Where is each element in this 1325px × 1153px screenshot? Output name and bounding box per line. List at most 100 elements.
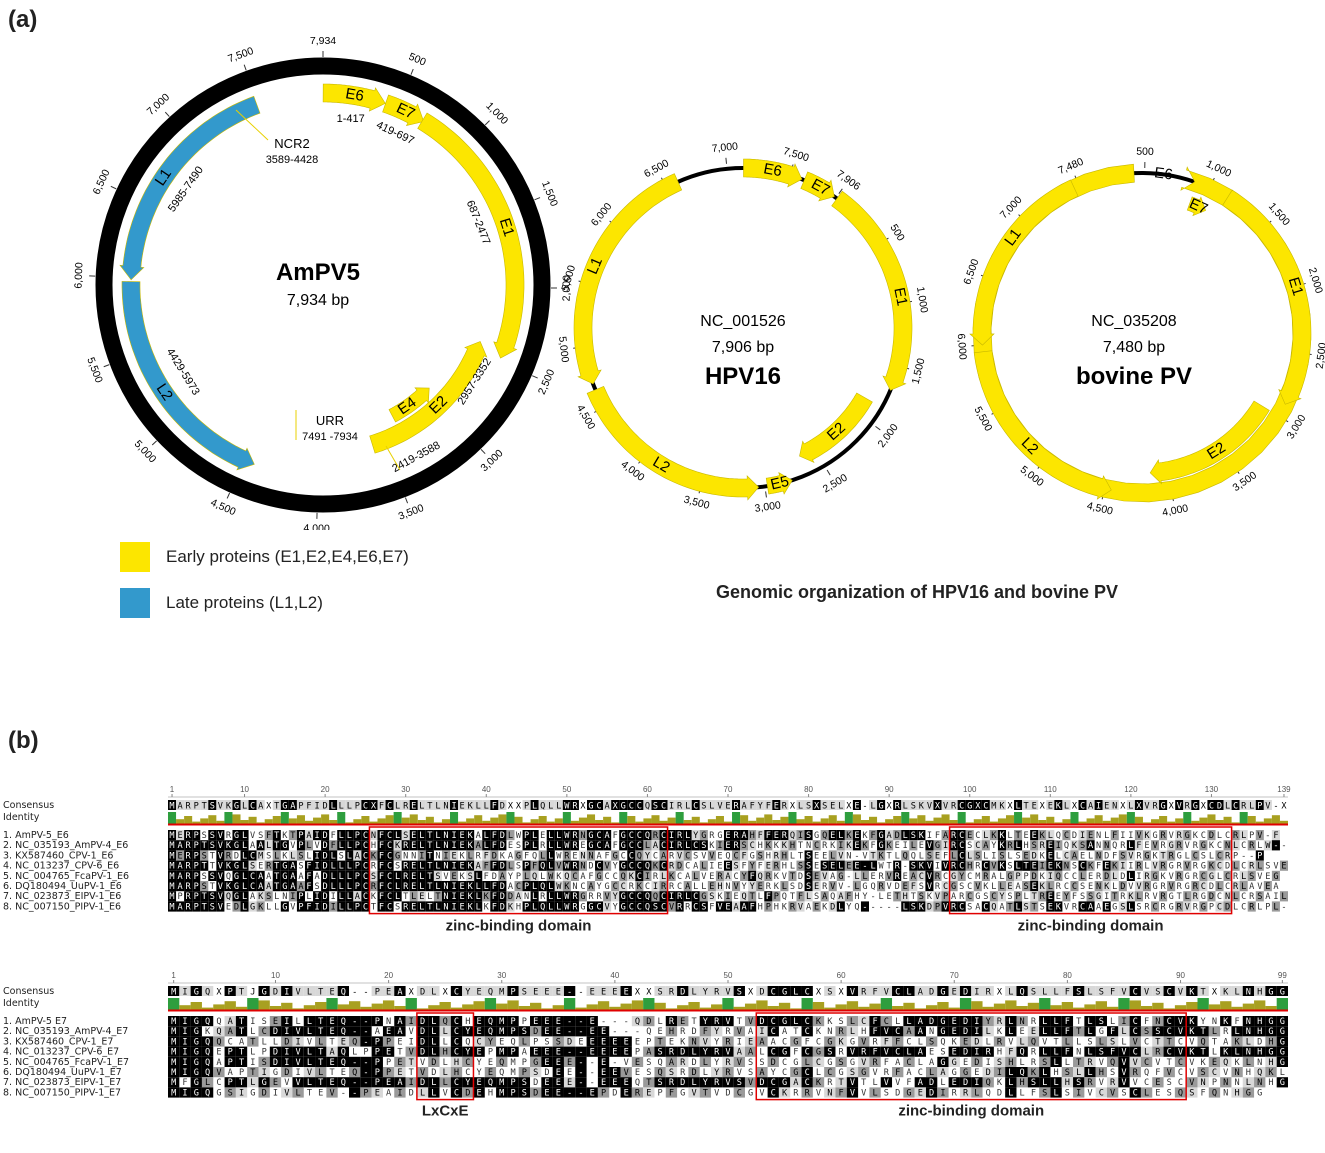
e7-row-char: S xyxy=(839,1017,844,1027)
e7-row-char: G xyxy=(839,1068,844,1078)
e7-row-char: A xyxy=(771,1037,777,1047)
e7-row-cell xyxy=(1163,1026,1175,1037)
e6-consensus-cell xyxy=(941,800,950,810)
e6-row-cell xyxy=(232,891,241,902)
ampv5-tick xyxy=(103,364,110,368)
e6-row-char: Y xyxy=(742,872,748,882)
e6-row-cell xyxy=(788,870,797,881)
e7-row-char: R xyxy=(1087,1058,1093,1068)
e6-row-char: - xyxy=(1273,841,1278,851)
e6-identity-bar xyxy=(562,812,571,824)
e7-row-char: G xyxy=(194,1068,199,1078)
e6-ruler-label: 90 xyxy=(885,785,894,794)
e6-row-cell xyxy=(1215,860,1224,871)
e7-row-char: C xyxy=(454,1027,459,1037)
e6-row-char: E xyxy=(1048,841,1053,851)
e6-row-char: C xyxy=(967,872,972,882)
e6-row-char: C xyxy=(516,882,521,892)
e6-row-cell xyxy=(304,840,314,851)
e6-row-char: K xyxy=(1040,831,1046,841)
e6-row-char: S xyxy=(210,841,215,851)
e6-row-char: L xyxy=(862,872,867,882)
legend-early-swatch xyxy=(120,542,150,572)
e7-row-char: - xyxy=(578,1068,583,1078)
e6-row-char: M xyxy=(169,831,174,841)
e6-consensus-cell xyxy=(1086,800,1095,810)
e6-row-char: K xyxy=(774,882,780,892)
e6-row-char: G xyxy=(1169,902,1174,912)
e6-row-cell xyxy=(691,901,700,912)
e6-row-char: G xyxy=(282,902,287,912)
e6-row-char: L xyxy=(645,841,650,851)
e6-row-char: C xyxy=(1072,882,1077,892)
e7-row-char: P xyxy=(386,1037,391,1047)
e7-row-char: E xyxy=(601,1027,606,1037)
e6-row-cell xyxy=(893,830,902,841)
e6-row-char: L xyxy=(435,831,440,841)
e7-row-char: V xyxy=(1008,1037,1013,1047)
e7-consensus-cell xyxy=(609,986,621,996)
ampv5-size: 7,934 bp xyxy=(287,292,349,309)
e6-row-cell xyxy=(1199,870,1208,881)
e7-row-char: N xyxy=(691,1037,696,1047)
e6-row-char: L xyxy=(1144,862,1149,872)
e6-row-char: E xyxy=(411,841,416,851)
e7-row-char: K xyxy=(997,1027,1003,1037)
e6-row-cell xyxy=(216,840,225,851)
e7-row-cell xyxy=(1163,1016,1175,1027)
e6-row-char: A xyxy=(580,872,586,882)
e6-row-char: A xyxy=(177,862,183,872)
e6-row-cell xyxy=(538,850,547,861)
e6-row-cell xyxy=(941,840,950,851)
e7-row-char: F xyxy=(1065,1027,1070,1037)
e6-row-cell xyxy=(1054,870,1063,881)
e7-row-char: E xyxy=(601,1068,606,1078)
e6-row-char: T xyxy=(371,902,376,912)
e6-row-char: L xyxy=(556,892,561,902)
e6-row-char: P xyxy=(1249,831,1254,841)
e6-identity-bar xyxy=(804,816,813,824)
e6-row-char: S xyxy=(742,841,747,851)
e6-identity-bar xyxy=(965,822,974,824)
e7-row-char: D xyxy=(963,1017,968,1027)
e7-row-char: F xyxy=(1234,1017,1239,1027)
e6-row-char: E xyxy=(1032,862,1037,872)
e6-ruler-label: 120 xyxy=(1124,785,1138,794)
e6-row-char: L xyxy=(242,862,247,872)
e6-row-char: Y xyxy=(742,882,748,892)
e7-row-char: N xyxy=(827,1027,832,1037)
e6-row-char: L xyxy=(991,882,996,892)
e6-row-char: V xyxy=(991,862,996,872)
e7-row-char: D xyxy=(759,1017,764,1027)
e6-row-char: I xyxy=(1273,892,1278,902)
e6-row-cell xyxy=(675,901,684,912)
e6-consensus-cell xyxy=(997,800,1006,810)
e6-row-char: N xyxy=(588,851,593,861)
e6-row-cell xyxy=(441,840,451,851)
e7-consensus-cell xyxy=(677,986,689,996)
e6-row-cell xyxy=(1167,850,1176,861)
e7-row-char: M xyxy=(510,1058,515,1068)
e6-row-char: E xyxy=(717,862,722,872)
e6-row-cell xyxy=(1094,850,1103,861)
e7-row-char: V xyxy=(409,1027,414,1037)
e7-row-char: G xyxy=(827,1058,832,1068)
e7-identity-bar xyxy=(428,1005,440,1010)
ampv5-tick xyxy=(480,449,486,455)
e6-row-char: G xyxy=(1169,862,1174,872)
e7-row-char: - xyxy=(352,1017,357,1027)
e6-row-cell xyxy=(425,881,434,892)
e6-row-char: L xyxy=(532,892,537,902)
e6-row-char: C xyxy=(733,851,738,861)
e6-row-char: R xyxy=(596,892,602,902)
e7-row-cell xyxy=(258,1026,270,1037)
e7-row-char: P xyxy=(601,1088,606,1098)
e7-row-char: A xyxy=(329,1048,335,1058)
e6-row-cell xyxy=(538,860,547,871)
e6-row-char: S xyxy=(975,851,980,861)
e6-row-cell xyxy=(1231,860,1240,871)
e6-row-cell xyxy=(1159,860,1168,871)
e7-identity-bar xyxy=(1220,1001,1232,1010)
e7-row-char: D xyxy=(420,1027,425,1037)
e6-consensus-char: X xyxy=(266,802,272,812)
